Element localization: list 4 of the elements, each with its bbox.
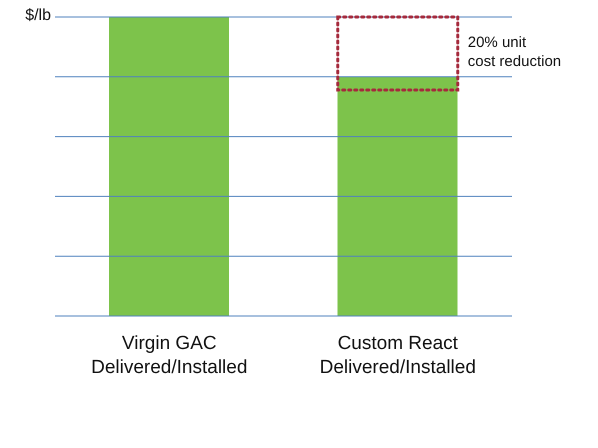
x-tick-label: Virgin GAC Delivered/Installed [91,333,248,378]
annotation: 20% unit cost reduction [468,33,562,71]
x-tick-label: Custom React Delivered/Installed [320,333,476,378]
y-axis-title: $/lb [24,7,51,25]
